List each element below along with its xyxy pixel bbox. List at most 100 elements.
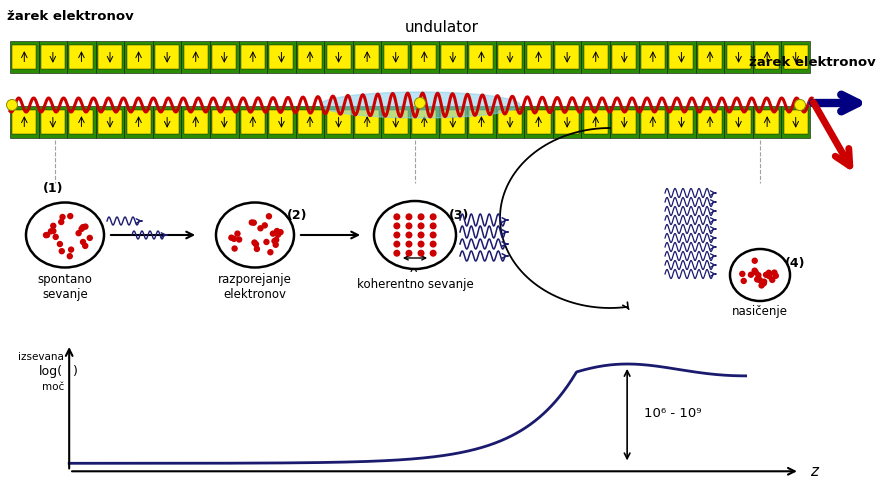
Text: z: z: [810, 464, 818, 479]
Circle shape: [278, 230, 283, 235]
Circle shape: [766, 270, 772, 275]
Circle shape: [756, 273, 761, 278]
Bar: [552, 106, 582, 138]
Bar: [784, 110, 808, 134]
Circle shape: [772, 270, 777, 275]
Circle shape: [431, 214, 436, 220]
Bar: [326, 110, 351, 134]
Circle shape: [254, 242, 258, 247]
Bar: [667, 106, 696, 138]
Bar: [41, 110, 65, 134]
Ellipse shape: [26, 203, 104, 267]
Bar: [613, 110, 636, 134]
Circle shape: [406, 214, 412, 220]
Bar: [698, 45, 722, 68]
Circle shape: [43, 233, 49, 238]
Bar: [441, 110, 465, 134]
Bar: [496, 41, 524, 73]
Text: koherentno sevanje: koherentno sevanje: [356, 278, 473, 291]
Circle shape: [50, 224, 56, 228]
Bar: [784, 45, 808, 68]
Circle shape: [276, 232, 280, 237]
Bar: [527, 110, 551, 134]
Circle shape: [740, 271, 745, 276]
Circle shape: [6, 100, 18, 110]
Text: spontano
sevanje: spontano sevanje: [37, 273, 93, 301]
Circle shape: [69, 247, 73, 252]
Circle shape: [252, 240, 257, 245]
Bar: [39, 41, 67, 73]
Circle shape: [753, 270, 758, 275]
Text: 10⁶ - 10⁹: 10⁶ - 10⁹: [644, 407, 702, 420]
Bar: [353, 41, 381, 73]
Circle shape: [44, 232, 50, 238]
Bar: [298, 45, 322, 68]
Circle shape: [394, 223, 400, 229]
Bar: [638, 106, 667, 138]
Bar: [10, 106, 39, 138]
Bar: [41, 45, 65, 68]
Text: razporejanje
elektronov: razporejanje elektronov: [218, 273, 292, 301]
Circle shape: [80, 224, 86, 229]
Circle shape: [418, 241, 423, 247]
Bar: [298, 110, 322, 134]
Circle shape: [431, 223, 436, 229]
Bar: [727, 45, 751, 68]
Circle shape: [418, 214, 423, 220]
Bar: [381, 41, 410, 73]
Bar: [267, 106, 296, 138]
Bar: [696, 41, 724, 73]
Circle shape: [268, 250, 273, 255]
Bar: [125, 106, 153, 138]
Text: žarek elektronov: žarek elektronov: [7, 10, 133, 23]
Circle shape: [251, 220, 256, 225]
Bar: [467, 106, 496, 138]
Bar: [267, 41, 296, 73]
Bar: [412, 45, 437, 68]
Circle shape: [232, 246, 237, 251]
Circle shape: [59, 249, 65, 254]
Circle shape: [272, 239, 277, 244]
Circle shape: [767, 274, 772, 279]
Bar: [669, 110, 693, 134]
Circle shape: [418, 223, 423, 229]
Circle shape: [249, 220, 255, 225]
Circle shape: [394, 241, 400, 247]
Bar: [410, 41, 438, 73]
Text: (1): (1): [42, 182, 64, 195]
Circle shape: [266, 214, 271, 219]
Ellipse shape: [730, 249, 790, 301]
Circle shape: [60, 215, 65, 220]
Circle shape: [795, 100, 805, 110]
Circle shape: [232, 236, 237, 242]
Bar: [156, 45, 179, 68]
Circle shape: [394, 232, 400, 238]
Bar: [324, 41, 353, 73]
Circle shape: [758, 278, 762, 283]
Bar: [381, 106, 410, 138]
Bar: [438, 41, 467, 73]
Bar: [641, 45, 665, 68]
Bar: [667, 41, 696, 73]
Bar: [467, 41, 496, 73]
Bar: [126, 110, 150, 134]
Text: ): ): [72, 366, 78, 378]
Circle shape: [237, 237, 241, 242]
Bar: [98, 110, 122, 134]
Bar: [270, 110, 293, 134]
Circle shape: [741, 279, 746, 284]
Bar: [184, 110, 208, 134]
Circle shape: [418, 250, 423, 256]
Bar: [353, 106, 381, 138]
Bar: [212, 45, 236, 68]
Circle shape: [274, 238, 278, 243]
Circle shape: [755, 277, 759, 282]
Text: nasičenje: nasičenje: [732, 305, 788, 318]
Bar: [39, 106, 67, 138]
Bar: [469, 110, 493, 134]
Circle shape: [258, 226, 263, 231]
Circle shape: [431, 250, 436, 256]
Bar: [355, 110, 379, 134]
Circle shape: [415, 98, 425, 108]
Circle shape: [76, 231, 81, 236]
